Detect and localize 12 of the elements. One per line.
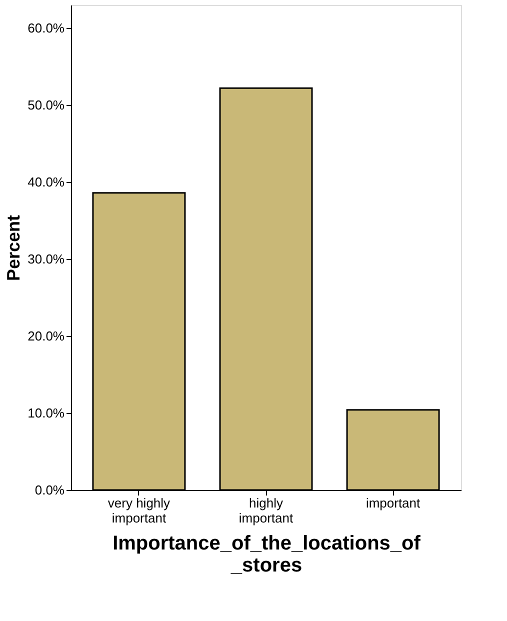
y-tick-label: 60.0% [28, 20, 65, 36]
y-tick-label: 20.0% [28, 328, 65, 344]
y-axis-title: Percent [4, 214, 24, 282]
y-tick-label: 30.0% [28, 252, 65, 267]
y-tick-label: 10.0% [28, 406, 65, 421]
x-axis-title: Importance_of_the_locations_of _stores [112, 532, 421, 576]
y-tick-label: 50.0% [28, 98, 65, 113]
x-tick-label: highly important [238, 496, 294, 526]
y-tick-label: 40.0% [28, 174, 65, 190]
x-tick-label: important [366, 496, 421, 510]
y-tick-label: 0.0% [34, 482, 65, 498]
x-tick-label: very highly important [108, 496, 171, 526]
